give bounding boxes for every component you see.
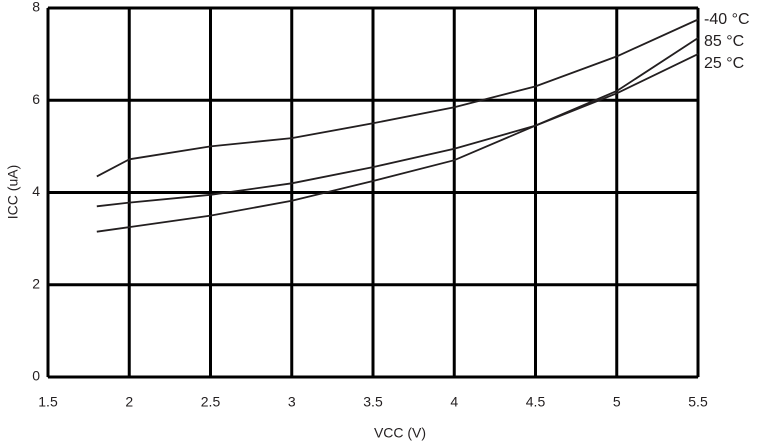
series-label: -40 °C (704, 11, 750, 28)
series-line (96, 53, 699, 208)
y-tick-label: 2 (32, 275, 40, 291)
y-tick-label: 6 (32, 91, 40, 107)
series-line (96, 18, 699, 178)
y-tick-label: 8 (32, 0, 40, 15)
x-tick-label: 4.5 (526, 394, 546, 410)
series-label: 85 °C (704, 33, 744, 50)
series-line (96, 37, 699, 233)
y-axis-label: ICC (uA) (5, 165, 21, 219)
x-tick-label: 4 (450, 394, 458, 410)
x-tick-label: 5 (613, 394, 621, 410)
series-label: 25 °C (704, 55, 744, 72)
x-tick-label: 1.5 (38, 394, 58, 410)
x-tick-label: 2.5 (201, 394, 221, 410)
x-tick-label: 3 (288, 394, 296, 410)
x-axis-label: VCC (V) (374, 425, 426, 441)
y-tick-label: 0 (32, 368, 40, 384)
x-tick-label: 5.5 (688, 394, 708, 410)
y-tick-label: 4 (32, 183, 40, 199)
x-tick-label: 2 (125, 394, 133, 410)
x-tick-label: 3.5 (363, 394, 383, 410)
